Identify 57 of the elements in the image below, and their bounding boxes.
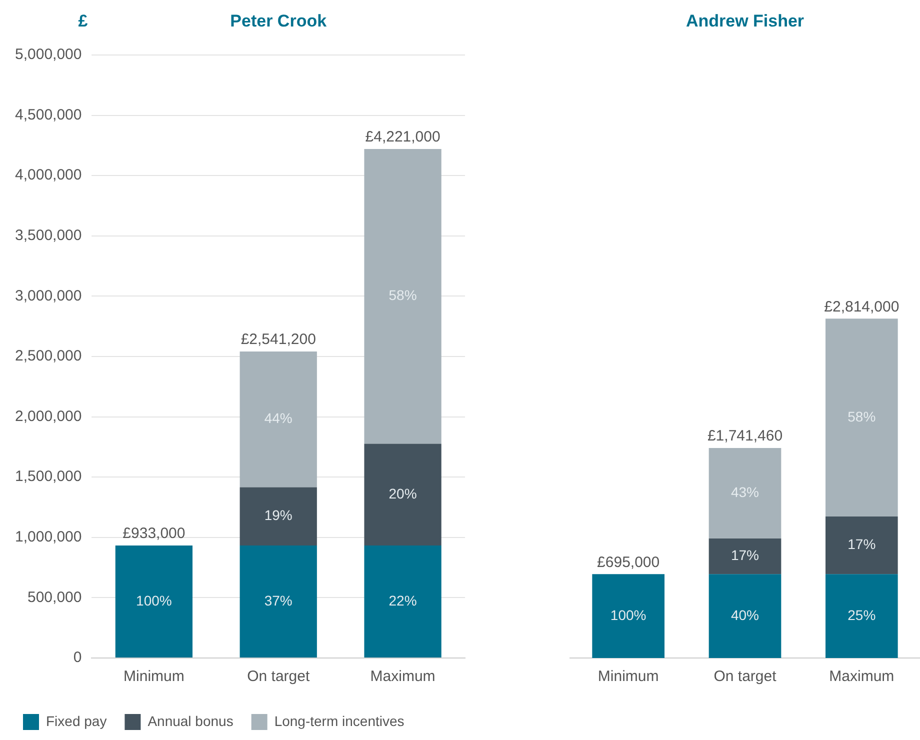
annotation: 37%: [264, 592, 292, 608]
annotation: 43%: [730, 484, 760, 500]
y-tick-label: 500,000: [27, 588, 82, 606]
bar: [364, 148, 442, 444]
annotation: 100%: [610, 606, 646, 623]
total-label: £2,814,000: [824, 298, 900, 316]
bar: [240, 487, 317, 546]
annotation: 44%: [264, 410, 292, 426]
bar: [240, 352, 317, 488]
bar: [826, 516, 898, 574]
chart-title: Peter Crook: [230, 12, 328, 31]
y-tick-label: 3,000,000: [14, 287, 82, 304]
bar: [708, 538, 782, 574]
legend-label: Long-term incentives: [274, 712, 404, 729]
chart-title: Andrew Fisher: [686, 12, 804, 31]
annotation: 22%: [388, 592, 417, 608]
bar: [592, 574, 664, 658]
total-label: £695,000: [597, 554, 660, 571]
bar: [826, 318, 898, 517]
bar: [708, 448, 782, 538]
x-tick-label: Maximum: [370, 668, 436, 686]
y-tick-label: 0: [73, 649, 82, 666]
annotation: 40%: [730, 606, 760, 623]
annotation: 25%: [848, 606, 876, 623]
y-tick-label: 3,500,000: [14, 227, 82, 244]
total-label: £933,000: [122, 525, 186, 542]
y-tick-label: 2,000,000: [14, 408, 82, 425]
x-tick-label: Minimum: [124, 668, 184, 686]
bar: [364, 444, 442, 546]
annotation: 20%: [388, 485, 417, 502]
y-tick-label: 5,000,000: [14, 46, 82, 64]
bar: [240, 545, 317, 658]
y-tick-label: 1,500,000: [14, 468, 82, 486]
annotation: 58%: [848, 408, 876, 424]
legend-label: Annual bonus: [148, 712, 234, 729]
total-label: £2,541,200: [240, 331, 316, 348]
x-tick-label: Minimum: [598, 668, 659, 686]
y-tick-label: 1,000,000: [14, 528, 82, 546]
annotation: 17%: [730, 547, 760, 564]
total-label: £1,741,460: [707, 428, 783, 445]
total-label: £4,221,000: [365, 128, 440, 146]
bar: [708, 574, 782, 658]
annotation: 17%: [848, 536, 876, 552]
bar: [364, 545, 442, 658]
legend-label: Fixed pay: [46, 712, 107, 729]
annotation: 100%: [136, 592, 172, 608]
annotation: 58%: [388, 287, 417, 304]
bar: [115, 545, 193, 658]
y-tick-label: 2,500,000: [14, 348, 82, 365]
y-tick-label: 4,500,000: [14, 106, 82, 124]
y-axis-title: £: [78, 12, 88, 31]
x-tick-label: On target: [714, 668, 778, 686]
bar: [826, 574, 898, 658]
x-tick-label: On target: [247, 668, 310, 686]
annotation: 19%: [264, 507, 292, 524]
y-tick-label: 4,000,000: [14, 166, 82, 184]
x-tick-label: Maximum: [829, 668, 894, 686]
